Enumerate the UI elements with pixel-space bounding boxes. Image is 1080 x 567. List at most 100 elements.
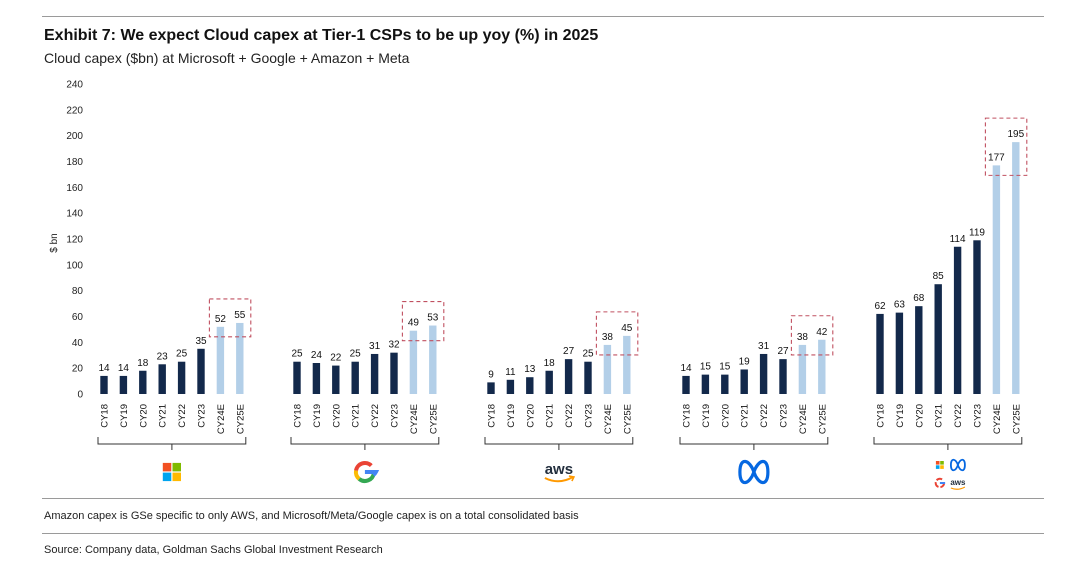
- data-label: 38: [602, 332, 614, 343]
- data-label: 52: [215, 314, 227, 325]
- x-tick-label: CY18: [682, 404, 693, 428]
- x-tick-label: CY18: [487, 404, 498, 428]
- actual-bar: [934, 284, 942, 394]
- y-tick-label: 140: [66, 209, 83, 220]
- data-label: 119: [969, 227, 985, 238]
- bar-group-combined-logos: 62 CY18 63 CY19 68 CY20 85 CY21 114 CY22 119 CY23 17…: [873, 117, 1028, 490]
- estimate-highlight-box: [595, 311, 639, 356]
- chart-title: Exhibit 7: We expect Cloud capex at Tier…: [44, 27, 599, 44]
- estimate-highlight-box: [790, 315, 834, 356]
- bar-group-aws-logo: 9 CY18 11 CY19 13 CY20 18 CY21 27 CY22 25 CY23 38 CY2…: [484, 311, 639, 483]
- x-tick-label: CY20: [720, 404, 731, 428]
- actual-bar: [139, 370, 147, 394]
- y-tick-label: 200: [66, 131, 83, 142]
- microsoft-logo: [162, 462, 181, 482]
- x-tick-label: CY21: [351, 404, 362, 428]
- x-tick-label: CY20: [138, 404, 149, 428]
- estimate-bar: [992, 165, 1001, 394]
- y-tick-label: 160: [66, 183, 83, 194]
- x-tick-label: CY22: [953, 404, 964, 428]
- data-label: 19: [739, 356, 751, 367]
- actual-bar: [973, 240, 981, 394]
- estimate-bar: [603, 344, 612, 394]
- bar-group-google-logo: 25 CY18 24 CY19 22 CY20 25 CY21 31 CY22 32 CY23 49 CY…: [290, 300, 445, 483]
- x-tick-label: CY24E: [798, 404, 809, 434]
- estimate-highlight-box: [984, 117, 1028, 176]
- data-label: 42: [816, 327, 828, 338]
- x-tick-label: CY23: [390, 404, 401, 428]
- aws-logo-text: aws: [545, 461, 573, 478]
- actual-bar: [506, 379, 515, 394]
- actual-bar: [701, 374, 710, 394]
- data-label: 27: [777, 346, 789, 357]
- actual-bar: [895, 312, 904, 394]
- y-tick-label: 180: [66, 157, 83, 168]
- y-tick-label: 40: [72, 338, 84, 349]
- x-tick-label: CY18: [293, 404, 304, 428]
- estimate-highlight-box: [401, 300, 445, 342]
- data-label: 35: [195, 336, 207, 347]
- data-label: 53: [427, 313, 439, 324]
- y-tick-label: 20: [72, 364, 84, 375]
- y-tick-label: 0: [77, 390, 83, 401]
- x-tick-label: CY25E: [817, 404, 828, 434]
- data-label: 31: [758, 341, 770, 352]
- data-label: 14: [98, 363, 110, 374]
- x-tick-label: CY20: [525, 404, 536, 428]
- data-label: 14: [118, 363, 130, 374]
- group-bracket: [484, 437, 634, 450]
- actual-bar: [584, 361, 592, 394]
- data-label: 32: [388, 340, 400, 351]
- data-label: 15: [719, 362, 731, 373]
- x-tick-label: CY21: [740, 404, 751, 428]
- data-label: 9: [488, 369, 494, 380]
- actual-bar: [100, 375, 108, 394]
- actual-bar: [564, 359, 573, 394]
- x-tick-label: CY19: [895, 404, 906, 428]
- actual-bar: [545, 370, 553, 394]
- source-rule: [42, 533, 1044, 534]
- x-tick-label: CY22: [370, 404, 381, 428]
- data-label: 49: [408, 318, 420, 329]
- data-label: 25: [176, 349, 188, 360]
- x-tick-label: CY19: [506, 404, 517, 428]
- actual-bar: [197, 348, 205, 394]
- estimate-highlight-box: [208, 298, 252, 338]
- x-tick-label: CY25E: [622, 404, 633, 434]
- group-bracket: [97, 437, 247, 450]
- actual-bar: [779, 359, 787, 394]
- data-label: 195: [1007, 129, 1024, 140]
- actual-bar: [876, 313, 884, 394]
- data-label: 85: [933, 271, 945, 282]
- group-bracket: [290, 437, 440, 450]
- x-tick-label: CY24E: [216, 404, 227, 434]
- actual-bar: [158, 364, 166, 394]
- combined-logos: aws: [934, 458, 966, 490]
- data-label: 55: [234, 310, 246, 321]
- bar-group-microsoft-logo: 14 CY18 14 CY19 18 CY20 23 CY21 25 CY22 35 CY23 52 CY…: [97, 298, 252, 482]
- actual-bar: [915, 306, 923, 394]
- data-label: 45: [621, 323, 633, 334]
- y-tick-label: 60: [72, 312, 84, 323]
- meta-logo: [738, 459, 770, 485]
- data-label: 25: [582, 349, 594, 360]
- actual-bar: [332, 365, 340, 394]
- bar-group-meta-logo: 14 CY18 15 CY19 15 CY20 19 CY21 31 CY22 27 CY23 38 CY…: [679, 315, 834, 485]
- actual-bar: [370, 353, 379, 394]
- data-label: 63: [894, 300, 906, 311]
- data-label: 68: [913, 293, 925, 304]
- data-label: 177: [988, 152, 1005, 163]
- x-tick-label: CY18: [100, 404, 111, 428]
- actual-bar: [293, 361, 301, 394]
- top-rule: [42, 16, 1044, 17]
- y-tick-label: 120: [66, 235, 83, 246]
- y-tick-label: 240: [66, 80, 83, 91]
- x-tick-label: CY23: [973, 404, 984, 428]
- google-logo: [353, 461, 380, 483]
- estimate-bar: [236, 322, 244, 394]
- data-label: 114: [950, 234, 966, 245]
- actual-bar: [953, 246, 962, 394]
- y-axis-label: $ bn: [49, 233, 60, 252]
- actual-bar: [177, 361, 186, 394]
- data-label: 23: [157, 351, 169, 362]
